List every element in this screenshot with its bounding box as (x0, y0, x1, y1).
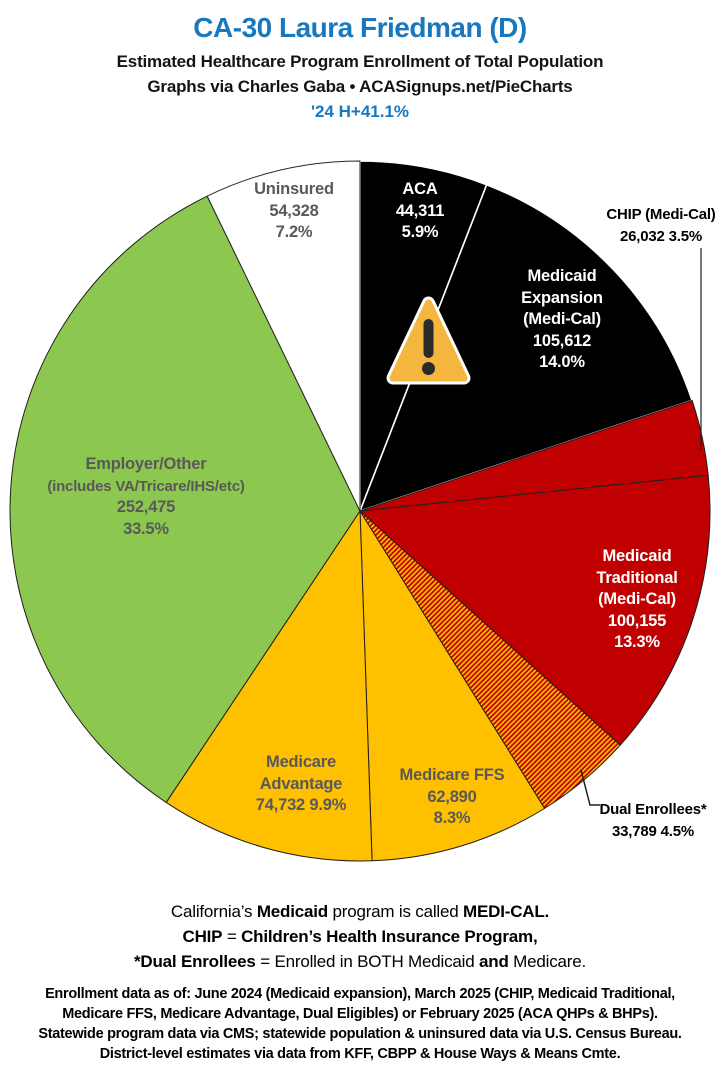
note-medical: California’s Medicaid program is called … (170, 902, 550, 921)
warning-exclamation-dot (422, 362, 435, 375)
pie-slice-medicare-ffs (359, 510, 546, 862)
data-sources-footer: Enrollment data as of: June 2024 (Medica… (0, 984, 720, 1064)
slice-label-medicare-advantage: Medicare Advantage 74,732 9.9% (255, 753, 347, 814)
dual-enrollees-leader-line (580, 769, 600, 806)
pie-slices-group (9, 160, 711, 862)
slice-label-aca: ACA 44,311 5.9% (395, 180, 445, 241)
page-subtitle: Estimated Healthcare Program Enrollment … (116, 52, 604, 71)
slice-label-employer-other: Employer/Other (includes VA/Tricare/IHS/… (47, 455, 245, 538)
footer-line: Statewide program data via CMS; statewid… (38, 1026, 682, 1042)
footer-line: Enrollment data as of: June 2024 (Medica… (45, 986, 675, 1002)
note-dual: *Dual Enrollees = Enrolled in BOTH Medic… (133, 952, 587, 971)
pie-slice-medicare-advantage (165, 510, 373, 862)
page-title: CA-30 Laura Friedman (D) (193, 12, 527, 43)
pie-slice-uninsured (206, 160, 361, 512)
slice-label-medicaid-expansion: Medicaid Expansion (Medi-Cal) 105,612 14… (521, 267, 603, 371)
slice-label-dual-enrollees: Dual Enrollees* 33,789 4.5% (599, 801, 707, 840)
footer-line: District-level estimates via data from K… (99, 1046, 621, 1062)
notes-block: California’s Medicaid program is called … (0, 899, 720, 974)
slice-label-medicaid-traditional: Medicaid Traditional (Medi-Cal) 100,155 … (596, 547, 678, 651)
partisan-lean: '24 H+41.1% (310, 102, 410, 121)
credit-line: Graphs via Charles Gaba • ACASignups.net… (147, 77, 573, 96)
footer-line: Medicare FFS, Medicare Advantage, Dual E… (62, 1006, 658, 1022)
warning-triangle-icon (386, 296, 471, 385)
slice-label-uninsured: Uninsured 54,328 7.2% (254, 180, 334, 241)
note-chip: CHIP = Children’s Health Insurance Progr… (182, 927, 538, 946)
pie-slice-medicaid-expansion (359, 183, 693, 512)
slice-label-medicare-ffs: Medicare FFS 62,890 8.3% (399, 766, 505, 827)
enrollment-pie-chart (0, 150, 720, 870)
pie-svg (9, 160, 711, 862)
pie-slice-employer-other (9, 195, 361, 803)
warning-exclamation-bar (423, 319, 434, 358)
slice-label-chip: CHIP (Medi-Cal) 26,032 3.5% (606, 206, 716, 245)
pie-slice-medicaid-traditional (359, 474, 711, 746)
